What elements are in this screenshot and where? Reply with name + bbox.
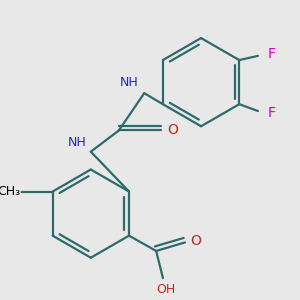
Text: OH: OH — [157, 284, 176, 296]
Text: F: F — [268, 106, 275, 120]
Text: NH: NH — [68, 136, 87, 149]
Text: CH₃: CH₃ — [0, 185, 20, 198]
Text: O: O — [167, 124, 178, 137]
Text: F: F — [268, 47, 275, 61]
Text: O: O — [190, 234, 202, 248]
Text: NH: NH — [120, 76, 138, 89]
